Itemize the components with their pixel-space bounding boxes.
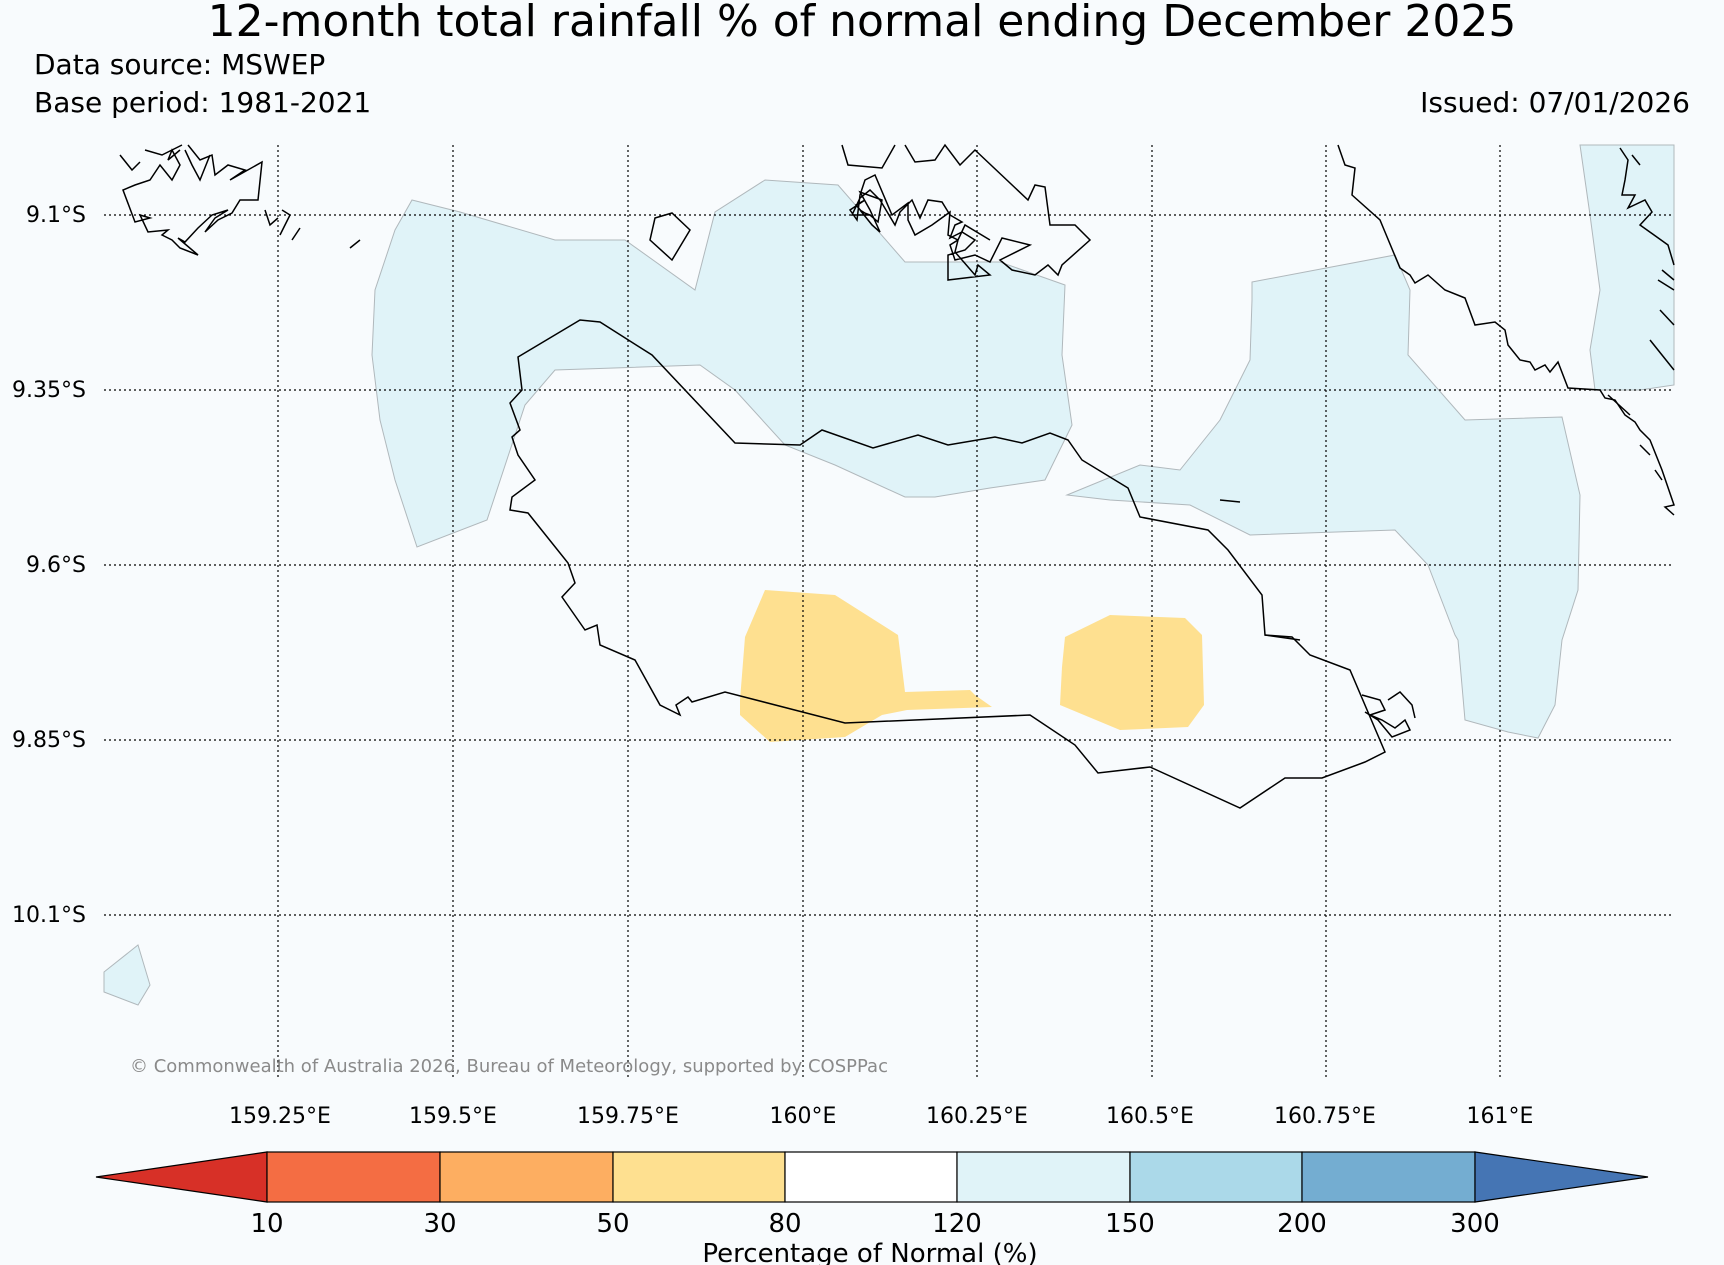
lat-label: 10.1°S	[12, 903, 86, 928]
issued-date-label: Issued: 07/01/2026	[1420, 86, 1690, 119]
colorbar-tick: 150	[1105, 1209, 1155, 1239]
colorbar-tick: 200	[1277, 1209, 1327, 1239]
wet-regions	[103, 144, 1675, 1006]
colorbar-segment-120-150	[956, 1151, 1131, 1203]
lon-label: 159.75°E	[577, 1104, 679, 1129]
colorbar-segment-10-30	[266, 1151, 441, 1203]
lon-label: 160°E	[770, 1104, 837, 1129]
dry-region-central	[740, 590, 992, 742]
graticule	[104, 145, 1674, 1080]
coastline-small-island	[649, 212, 691, 262]
colorbar-segment-200-300	[1301, 1151, 1476, 1203]
colorbar-tick: 30	[423, 1209, 456, 1239]
data-source-label: Data source: MSWEP	[34, 48, 326, 81]
lat-label: 9.35°S	[12, 378, 86, 403]
coastline-guadalcanal	[509, 319, 1386, 809]
coastline-ngella	[841, 143, 1092, 281]
colorbar-segment-30-50	[439, 1151, 614, 1203]
lon-label: 160.5°E	[1106, 1104, 1194, 1129]
colorbar-segment-lt10	[95, 1151, 268, 1203]
coastlines	[119, 143, 1675, 809]
lat-label: 9.1°S	[26, 203, 86, 228]
colorbar-ticks: 10 30 50 80 120 150 200 300	[250, 1209, 1499, 1239]
colorbar-segment-80-120	[784, 1151, 958, 1203]
lat-label: 9.85°S	[12, 728, 86, 753]
colorbar-segment-150-200	[1129, 1151, 1303, 1203]
wet-region-southwest	[103, 944, 151, 1006]
lon-label: 159.25°E	[229, 1104, 331, 1129]
lon-label: 161°E	[1467, 1104, 1534, 1129]
wet-region-west	[371, 179, 1073, 548]
colorbar-tick: 50	[596, 1209, 629, 1239]
colorbar-segment-50-80	[612, 1151, 786, 1203]
colorbar-segment-gt300	[1474, 1151, 1649, 1203]
coastline-guadalcanal-east-islets	[1219, 499, 1416, 738]
longitude-labels: 159.25°E 159.5°E 159.75°E 160°E 160.25°E…	[229, 1104, 1533, 1129]
coastline-malaita	[1337, 144, 1675, 516]
colorbar-title: Percentage of Normal (%)	[702, 1239, 1037, 1265]
lon-label: 159.5°E	[409, 1104, 497, 1129]
dry-region-east	[1060, 615, 1204, 730]
colorbar-tick: 80	[768, 1209, 801, 1239]
copyright-notice: © Commonwealth of Australia 2026, Bureau…	[130, 1056, 888, 1077]
colorbar-tick: 120	[932, 1209, 982, 1239]
lon-label: 160.75°E	[1274, 1104, 1376, 1129]
coastline-east-segments	[1607, 147, 1675, 481]
colorbar	[95, 1151, 1649, 1203]
lon-label: 160.25°E	[926, 1104, 1028, 1129]
lat-label: 9.6°S	[26, 553, 86, 578]
colorbar-tick: 300	[1450, 1209, 1500, 1239]
map-title: 12-month total rainfall % of normal endi…	[207, 0, 1517, 47]
dry-regions	[740, 590, 1204, 742]
wet-region-east	[1065, 254, 1581, 739]
latitude-labels: 9.1°S 9.35°S 9.6°S 9.85°S 10.1°S	[12, 203, 86, 928]
colorbar-tick: 10	[250, 1209, 283, 1239]
base-period-label: Base period: 1981-2021	[34, 86, 372, 119]
